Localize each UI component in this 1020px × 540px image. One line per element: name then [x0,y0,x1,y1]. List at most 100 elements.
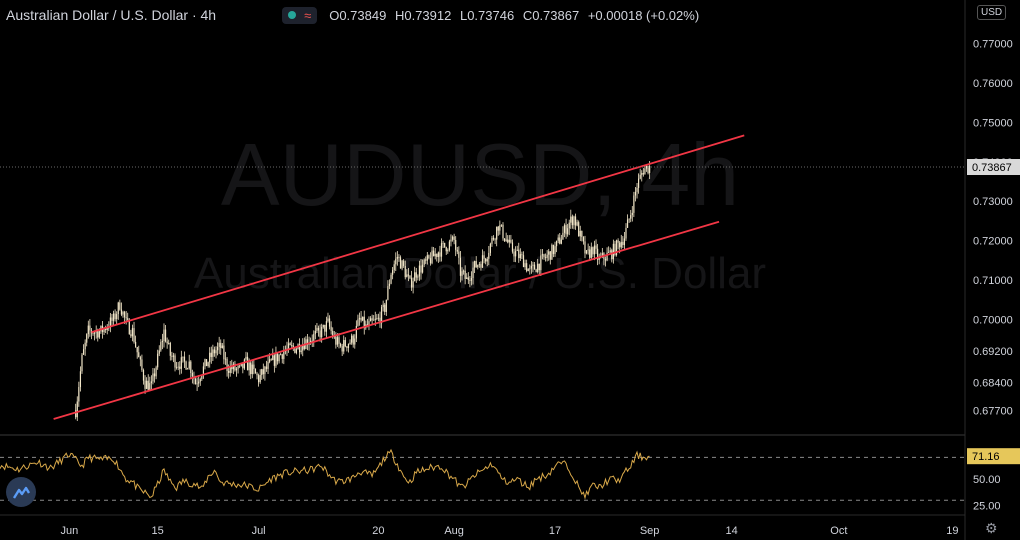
candle-body [406,274,408,278]
candle-body [98,331,100,338]
candle-body [169,343,171,356]
candle-body [393,264,395,271]
time-tick-label: Jul [252,525,266,537]
candle-body [508,239,510,243]
rsi-pane [0,434,965,501]
candle-body [492,237,495,240]
candle-body [188,361,190,369]
wave-icon[interactable]: ≈ [304,7,312,23]
candle-body [418,265,421,277]
candle-body [379,317,381,324]
candle-body [253,364,255,370]
candle-body [75,410,77,418]
candle-body [295,349,298,353]
candle-body [579,230,581,237]
candle-body [557,237,559,241]
candle-body [628,218,630,220]
lower-channel-line[interactable] [53,220,720,420]
candle-body [417,276,419,278]
candle-body [291,344,293,346]
time-tick-label: 17 [549,525,561,537]
candle-body [314,330,316,334]
candle-body [455,240,457,250]
green-dot-icon [288,11,297,19]
candle-body [289,343,291,345]
candle-body [344,340,346,347]
candle-body [272,355,274,360]
candle-body [292,345,294,348]
candle-body [598,257,600,260]
candle-body [283,351,285,359]
time-tick-label: Jun [61,525,79,537]
candle-body [540,255,542,271]
time-tick-label: 19 [946,525,958,537]
channel-lines[interactable] [53,134,745,420]
candle-body [155,367,157,377]
candle-body [215,350,217,354]
candle-body [470,277,473,281]
candle-body [385,299,387,312]
candle-body [363,316,365,329]
time-tick-label: 15 [152,525,164,537]
candle-body [133,328,135,342]
candle-body [144,380,146,389]
candle-body [163,329,165,341]
candle-body [382,304,384,308]
candle-body [611,250,613,260]
candle-body [444,242,446,248]
candle-body [451,236,454,240]
indicator-status[interactable]: ≈ [282,6,318,24]
candle-body [311,340,313,342]
candle-body [384,304,386,312]
candle-body [108,327,110,329]
candle-body [519,254,521,259]
candle-body [131,328,134,337]
candle-body [532,264,534,266]
upper-channel-line[interactable] [91,134,745,334]
gear-icon[interactable]: ⚙ [985,520,998,536]
currency-button[interactable]: USD [977,5,1007,20]
candle-body [183,356,186,362]
time-tick-label: Oct [830,525,847,537]
candle-body [585,250,588,254]
candle-body [103,328,105,333]
candle-body [462,270,465,272]
candle-body [310,340,312,343]
candle-body [633,195,635,213]
candle-body [218,342,220,347]
candle-body [352,335,354,345]
candle-body [328,318,331,327]
candle-body [338,337,340,344]
candle-body [412,281,414,288]
candle-body [212,349,214,357]
candle-body [82,349,85,355]
candle-body [570,216,572,223]
candle-body [581,230,583,238]
tradingview-logo[interactable] [6,477,36,507]
candle-body [645,166,648,169]
candle-body [380,307,383,324]
candle-body [526,263,528,272]
candle-body [332,330,334,337]
candle-body [606,252,608,261]
price-tick-label: 0.77000 [973,38,1013,50]
candle-body [198,381,200,384]
candle-body [571,216,573,226]
candle-body [120,309,123,315]
candle-body [341,346,343,352]
candle-body [390,274,392,284]
open-value: O0.73849 [329,7,387,23]
candle-body [228,370,230,373]
candle-body [638,178,640,188]
candle-body [620,241,622,248]
candle-body [317,327,320,331]
candle-body [445,247,447,252]
ohlc-values: O0.73849 H0.73912 L0.73746 C0.73867 +0.0… [329,8,704,23]
candle-body [398,256,400,258]
candle-body [582,237,585,242]
candle-body [447,249,449,252]
current-price-label-bg [967,159,1020,176]
candle-body [78,387,80,402]
